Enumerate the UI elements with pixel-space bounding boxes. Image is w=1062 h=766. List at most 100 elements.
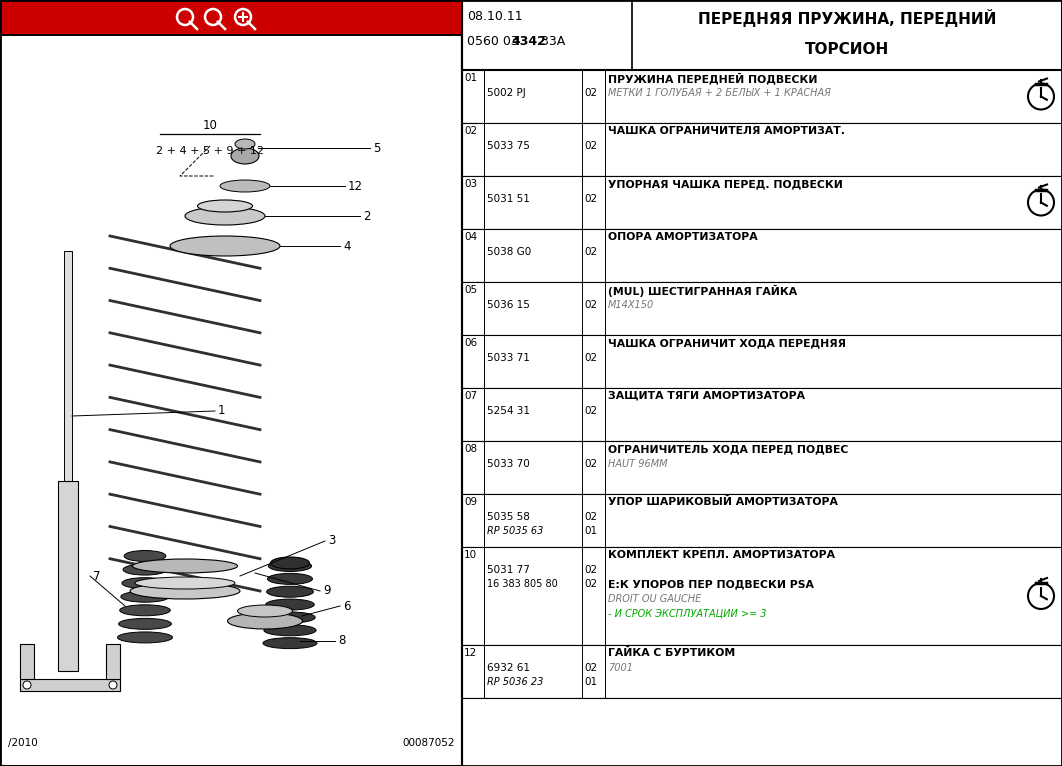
Text: 6: 6 xyxy=(343,600,350,613)
Text: УПОРНАЯ ЧАШКА ПЕРЕД. ПОДВЕСКИ: УПОРНАЯ ЧАШКА ПЕРЕД. ПОДВЕСКИ xyxy=(609,179,843,189)
Text: 02: 02 xyxy=(584,141,597,151)
Ellipse shape xyxy=(238,605,292,617)
Text: УПОР ШАРИКОВЫЙ АМОРТИЗАТОРА: УПОР ШАРИКОВЫЙ АМОРТИЗАТОРА xyxy=(609,497,838,507)
Bar xyxy=(462,441,1062,494)
Text: 02: 02 xyxy=(584,459,597,469)
Text: 06: 06 xyxy=(464,338,477,348)
Ellipse shape xyxy=(264,612,315,623)
Text: КОМПЛЕКТ КРЕПЛ. АМОРТИЗАТОРА: КОМПЛЕКТ КРЕПЛ. АМОРТИЗАТОРА xyxy=(609,550,835,560)
Text: 01: 01 xyxy=(584,526,597,536)
Text: ОПОРА АМОРТИЗАТОРА: ОПОРА АМОРТИЗАТОРА xyxy=(609,232,757,242)
Text: 12: 12 xyxy=(464,648,477,658)
Text: 5031 51: 5031 51 xyxy=(487,194,530,204)
Bar xyxy=(462,282,1062,335)
Text: 02: 02 xyxy=(584,88,597,98)
Text: 02: 02 xyxy=(584,194,597,204)
Ellipse shape xyxy=(220,180,270,192)
Text: 5038 G0: 5038 G0 xyxy=(487,247,531,257)
Ellipse shape xyxy=(263,625,316,636)
Text: 8: 8 xyxy=(338,634,345,647)
Text: 10: 10 xyxy=(464,550,477,560)
Text: 9: 9 xyxy=(323,584,330,597)
Text: 02: 02 xyxy=(584,512,597,522)
Text: 16 383 805 80: 16 383 805 80 xyxy=(487,579,558,589)
Bar xyxy=(462,698,1062,766)
Text: Е:К УПОРОВ ПЕР ПОДВЕСКИ PSA: Е:К УПОРОВ ПЕР ПОДВЕСКИ PSA xyxy=(609,579,813,589)
Bar xyxy=(462,645,1062,698)
Text: ЗАЩИТА ТЯГИ АМОРТИЗАТОРА: ЗАЩИТА ТЯГИ АМОРТИЗАТОРА xyxy=(609,391,805,401)
Bar xyxy=(58,481,78,671)
Text: 5: 5 xyxy=(373,142,380,155)
Ellipse shape xyxy=(170,236,280,256)
Bar xyxy=(462,229,1062,282)
Bar xyxy=(64,251,72,671)
Text: 2 + 4 + 5 + 9 + 12: 2 + 4 + 5 + 9 + 12 xyxy=(156,146,264,156)
Ellipse shape xyxy=(269,561,311,571)
Bar xyxy=(106,644,120,679)
Text: 4: 4 xyxy=(343,240,350,253)
Text: RP 5036 23: RP 5036 23 xyxy=(487,677,544,687)
Ellipse shape xyxy=(267,586,313,597)
Text: 5035 58: 5035 58 xyxy=(487,512,530,522)
Ellipse shape xyxy=(266,599,314,610)
Text: 05: 05 xyxy=(464,285,477,295)
Text: 1: 1 xyxy=(218,404,225,417)
Ellipse shape xyxy=(124,551,166,561)
Text: 02: 02 xyxy=(584,353,597,363)
Text: 02: 02 xyxy=(584,579,597,589)
Ellipse shape xyxy=(185,207,266,225)
Text: 00087052: 00087052 xyxy=(402,738,455,748)
Text: 04: 04 xyxy=(464,232,477,242)
Ellipse shape xyxy=(120,605,170,616)
Bar xyxy=(462,335,1062,388)
Text: (MUL) ШЕСТИГРАННАЯ ГАЙКА: (MUL) ШЕСТИГРАННАЯ ГАЙКА xyxy=(609,285,798,297)
Text: RP 5035 63: RP 5035 63 xyxy=(487,526,544,536)
Ellipse shape xyxy=(268,574,312,584)
Text: 4342: 4342 xyxy=(511,35,546,48)
Ellipse shape xyxy=(235,139,255,149)
Text: 5002 PJ: 5002 PJ xyxy=(487,88,526,98)
Ellipse shape xyxy=(122,578,168,588)
Bar xyxy=(462,123,1062,176)
Text: 33A: 33A xyxy=(537,35,565,48)
Text: ПРУЖИНА ПЕРЕДНЕЙ ПОДВЕСКИ: ПРУЖИНА ПЕРЕДНЕЙ ПОДВЕСКИ xyxy=(609,73,818,85)
Text: 7001: 7001 xyxy=(609,663,633,673)
Text: 01: 01 xyxy=(464,73,477,83)
Text: 02: 02 xyxy=(584,565,597,575)
Ellipse shape xyxy=(227,613,303,629)
Text: ОГРАНИЧИТЕЛЬ ХОДА ПЕРЕД ПОДВЕС: ОГРАНИЧИТЕЛЬ ХОДА ПЕРЕД ПОДВЕС xyxy=(609,444,849,454)
Text: 02: 02 xyxy=(584,663,597,673)
Text: 12: 12 xyxy=(348,179,363,192)
Text: 5033 70: 5033 70 xyxy=(487,459,530,469)
Ellipse shape xyxy=(271,557,309,569)
Text: 08: 08 xyxy=(464,444,477,454)
Text: 01: 01 xyxy=(584,677,597,687)
Text: МЕТКИ 1 ГОЛУБАЯ + 2 БЕЛЫХ + 1 КРАСНАЯ: МЕТКИ 1 ГОЛУБАЯ + 2 БЕЛЫХ + 1 КРАСНАЯ xyxy=(609,88,830,98)
Ellipse shape xyxy=(232,148,259,164)
Text: 6932 61: 6932 61 xyxy=(487,663,530,673)
Ellipse shape xyxy=(121,591,169,602)
Text: 7: 7 xyxy=(93,569,101,582)
Text: 09: 09 xyxy=(464,497,477,507)
Bar xyxy=(462,494,1062,547)
Text: 5031 77: 5031 77 xyxy=(487,565,530,575)
Text: ПЕРЕДНЯЯ ПРУЖИНА, ПЕРЕДНИЙ: ПЕРЕДНЯЯ ПРУЖИНА, ПЕРЕДНИЙ xyxy=(698,9,996,27)
Bar xyxy=(462,70,1062,123)
Circle shape xyxy=(109,681,117,689)
Text: 5033 71: 5033 71 xyxy=(487,353,530,363)
Text: 2: 2 xyxy=(363,209,371,222)
Bar xyxy=(0,0,462,35)
Text: 02: 02 xyxy=(584,300,597,310)
Ellipse shape xyxy=(198,200,253,212)
Bar xyxy=(462,388,1062,441)
Text: 5033 75: 5033 75 xyxy=(487,141,530,151)
Text: 02: 02 xyxy=(584,406,597,416)
Text: 08.10.11: 08.10.11 xyxy=(467,10,523,23)
Text: 0560 03: 0560 03 xyxy=(467,35,523,48)
Ellipse shape xyxy=(263,637,316,649)
Text: 02: 02 xyxy=(464,126,477,136)
Bar xyxy=(0,0,462,766)
Text: ГАЙКА С БУРТИКОМ: ГАЙКА С БУРТИКОМ xyxy=(609,648,735,658)
Bar xyxy=(462,0,1062,70)
Text: 03: 03 xyxy=(464,179,477,189)
